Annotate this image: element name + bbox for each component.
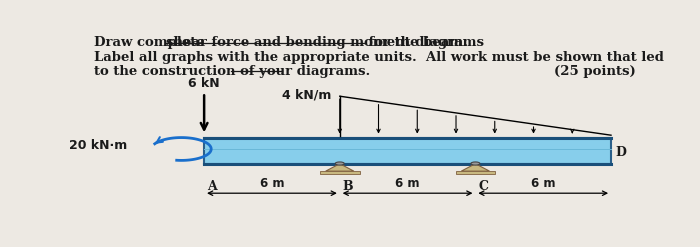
Text: to the construction of your diagrams.: to the construction of your diagrams.: [94, 65, 370, 78]
Polygon shape: [326, 164, 354, 171]
Text: 20 kN·m: 20 kN·m: [69, 139, 127, 152]
Circle shape: [335, 162, 344, 165]
Text: (25 points): (25 points): [554, 65, 636, 78]
Text: C: C: [478, 180, 488, 193]
Text: B: B: [342, 180, 353, 193]
Text: shear force and bending moment diagrams: shear force and bending moment diagrams: [166, 36, 484, 49]
Text: 6 m: 6 m: [395, 177, 420, 190]
Text: Draw complete: Draw complete: [94, 36, 209, 49]
Bar: [204, 138, 611, 164]
Text: 4 kN/m: 4 kN/m: [282, 89, 332, 102]
Text: 6 kN: 6 kN: [188, 77, 220, 90]
Text: A: A: [207, 180, 216, 193]
Polygon shape: [320, 171, 360, 174]
Text: for the beam.: for the beam.: [364, 36, 468, 49]
Circle shape: [471, 162, 480, 165]
Polygon shape: [461, 164, 489, 171]
Text: D: D: [615, 146, 626, 159]
Polygon shape: [456, 171, 495, 174]
Text: Label all graphs with the appropriate units.  All work must be shown that led: Label all graphs with the appropriate un…: [94, 51, 664, 63]
Text: 6 m: 6 m: [260, 177, 284, 190]
Text: 6 m: 6 m: [531, 177, 556, 190]
